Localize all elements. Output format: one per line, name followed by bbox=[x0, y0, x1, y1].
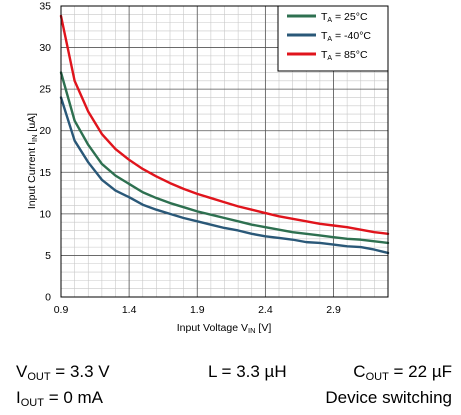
series-line bbox=[59, 71, 390, 245]
x-axis-label: Input Voltage VIN [V] bbox=[177, 322, 272, 335]
x-tick-label: 1.4 bbox=[122, 304, 137, 316]
y-tick-label: 5 bbox=[45, 250, 51, 262]
x-tick-label: 0.9 bbox=[54, 304, 69, 316]
iout-condition: IOUT = 0 mA bbox=[16, 388, 104, 409]
plot-frame bbox=[60, 5, 389, 298]
x-tick-label: 2.9 bbox=[326, 304, 341, 316]
y-tick-label: 30 bbox=[39, 42, 51, 54]
x-tick-label: 1.9 bbox=[190, 304, 205, 316]
y-tick-label: 35 bbox=[39, 1, 51, 13]
series-lines bbox=[59, 14, 390, 255]
series-line bbox=[59, 14, 390, 236]
y-tick-label: 25 bbox=[39, 84, 51, 96]
y-tick-label: 15 bbox=[39, 167, 51, 179]
y-tick-label: 20 bbox=[39, 125, 51, 137]
device-mode-condition: Device switching bbox=[325, 388, 452, 407]
legend-label: TA = -40°C bbox=[321, 30, 371, 43]
y-axis-label: Input Current IIN [uA] bbox=[26, 113, 39, 209]
vout-condition: VOUT = 3.3 V bbox=[16, 362, 110, 383]
legend-label: TA = 85°C bbox=[321, 49, 368, 62]
inductor-condition: L = 3.3 µH bbox=[208, 362, 287, 381]
y-axis-ticks: 0 5 10 15 20 25 30 35 bbox=[39, 1, 51, 304]
legend-label: TA = 25°C bbox=[321, 11, 368, 24]
x-axis-ticks: 0.9 1.4 1.9 2.4 2.9 bbox=[54, 304, 341, 316]
y-tick-label: 0 bbox=[45, 292, 51, 304]
series-line bbox=[59, 96, 390, 255]
legend: TA = 25°C TA = -40°C TA = 85°C bbox=[277, 5, 389, 72]
y-tick-label: 10 bbox=[39, 208, 51, 220]
input-current-chart: 0 5 10 15 20 25 30 35 0.9 1.4 1.9 2.4 2.9 Input Cur… bbox=[26, 1, 390, 335]
cout-condition: COUT = 22 µF bbox=[353, 362, 452, 383]
x-tick-label: 2.4 bbox=[258, 304, 273, 316]
